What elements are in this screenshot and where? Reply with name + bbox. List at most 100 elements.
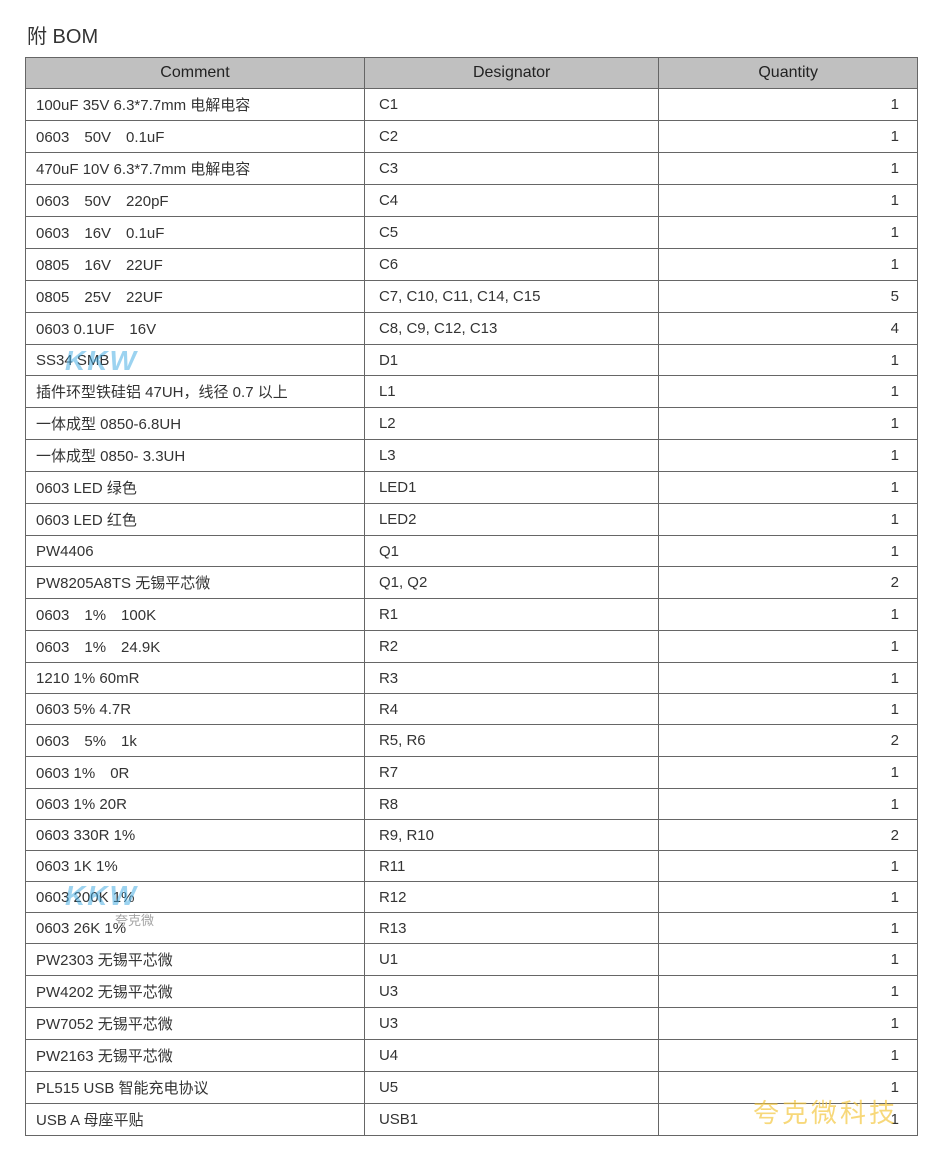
cell-quantity: 1 [659, 153, 918, 185]
cell-designator: L1 [364, 376, 658, 408]
cell-designator: C4 [364, 185, 658, 217]
table-row: 0805 16V 22UFC61 [26, 249, 918, 281]
cell-quantity: 1 [659, 944, 918, 976]
cell-quantity: 1 [659, 1104, 918, 1136]
cell-comment: PW8205A8TS 无锡平芯微 [26, 567, 365, 599]
cell-quantity: 2 [659, 725, 918, 757]
cell-designator: R3 [364, 663, 658, 694]
table-row: 0603 16V 0.1uFC51 [26, 217, 918, 249]
cell-quantity: 1 [659, 663, 918, 694]
cell-quantity: 1 [659, 599, 918, 631]
table-row: PW4406Q11 [26, 536, 918, 567]
cell-designator: C6 [364, 249, 658, 281]
table-row: 一体成型 0850- 3.3UHL31 [26, 440, 918, 472]
table-body: 100uF 35V 6.3*7.7mm 电解电容C110603 50V 0.1u… [26, 89, 918, 1136]
table-row: 插件环型铁硅铝 47UH，线径 0.7 以上L11 [26, 376, 918, 408]
cell-designator: U3 [364, 976, 658, 1008]
table-row: 0603 1% 20RR81 [26, 789, 918, 820]
cell-designator: R8 [364, 789, 658, 820]
cell-comment: 0603 1% 20R [26, 789, 365, 820]
cell-comment: 0603 16V 0.1uF [26, 217, 365, 249]
table-row: PW2303 无锡平芯微U11 [26, 944, 918, 976]
table-row: PW8205A8TS 无锡平芯微Q1, Q22 [26, 567, 918, 599]
table-row: 0603 50V 0.1uFC21 [26, 121, 918, 153]
cell-designator: Q1, Q2 [364, 567, 658, 599]
header-quantity: Quantity [659, 58, 918, 89]
table-row: 0603 5% 4.7RR41 [26, 694, 918, 725]
table-row: PW7052 无锡平芯微U31 [26, 1008, 918, 1040]
cell-designator: C7, C10, C11, C14, C15 [364, 281, 658, 313]
cell-comment: PW7052 无锡平芯微 [26, 1008, 365, 1040]
cell-designator: USB1 [364, 1104, 658, 1136]
table-row: 100uF 35V 6.3*7.7mm 电解电容C11 [26, 89, 918, 121]
cell-designator: R9, R10 [364, 820, 658, 851]
table-row: 0603 LED 红色LED21 [26, 504, 918, 536]
cell-quantity: 1 [659, 694, 918, 725]
cell-quantity: 1 [659, 472, 918, 504]
cell-quantity: 1 [659, 217, 918, 249]
table-row: 0603 0.1UF 16VC8, C9, C12, C134 [26, 313, 918, 345]
table-row: 0603 1% 24.9KR21 [26, 631, 918, 663]
cell-quantity: 2 [659, 567, 918, 599]
table-row: 0603 1K 1%R111 [26, 851, 918, 882]
cell-comment: USB A 母座平贴 [26, 1104, 365, 1136]
cell-comment: 0805 25V 22UF [26, 281, 365, 313]
cell-quantity: 1 [659, 376, 918, 408]
cell-designator: C5 [364, 217, 658, 249]
cell-comment: 0603 200K 1% [26, 882, 365, 913]
cell-designator: R11 [364, 851, 658, 882]
table-row: 1210 1% 60mRR31 [26, 663, 918, 694]
table-row: 0603 1% 100KR11 [26, 599, 918, 631]
table-row: 0603 5% 1kR5, R62 [26, 725, 918, 757]
cell-comment: PL515 USB 智能充电协议 [26, 1072, 365, 1104]
cell-designator: U1 [364, 944, 658, 976]
cell-designator: U5 [364, 1072, 658, 1104]
table-row: 0603 50V 220pFC41 [26, 185, 918, 217]
cell-designator: C8, C9, C12, C13 [364, 313, 658, 345]
bom-table: Comment Designator Quantity 100uF 35V 6.… [25, 57, 918, 1136]
cell-quantity: 1 [659, 882, 918, 913]
cell-comment: 470uF 10V 6.3*7.7mm 电解电容 [26, 153, 365, 185]
table-row: PW2163 无锡平芯微U41 [26, 1040, 918, 1072]
cell-designator: Q1 [364, 536, 658, 567]
table-row: 0603 26K 1%R131 [26, 913, 918, 944]
cell-quantity: 1 [659, 536, 918, 567]
cell-quantity: 1 [659, 408, 918, 440]
cell-comment: PW4406 [26, 536, 365, 567]
cell-quantity: 1 [659, 89, 918, 121]
cell-designator: L3 [364, 440, 658, 472]
cell-quantity: 1 [659, 851, 918, 882]
cell-quantity: 1 [659, 789, 918, 820]
cell-comment: 一体成型 0850- 3.3UH [26, 440, 365, 472]
cell-designator: R2 [364, 631, 658, 663]
cell-designator: R7 [364, 757, 658, 789]
cell-comment: 0603 1% 0R [26, 757, 365, 789]
cell-designator: R5, R6 [364, 725, 658, 757]
cell-designator: R1 [364, 599, 658, 631]
table-row: 470uF 10V 6.3*7.7mm 电解电容C31 [26, 153, 918, 185]
cell-quantity: 1 [659, 913, 918, 944]
cell-designator: C3 [364, 153, 658, 185]
page-title: 附 BOM [25, 20, 918, 49]
cell-comment: 1210 1% 60mR [26, 663, 365, 694]
cell-comment: 0603 0.1UF 16V [26, 313, 365, 345]
cell-quantity: 2 [659, 820, 918, 851]
cell-quantity: 1 [659, 440, 918, 472]
cell-quantity: 1 [659, 1008, 918, 1040]
header-comment: Comment [26, 58, 365, 89]
cell-designator: R12 [364, 882, 658, 913]
cell-comment: 0603 1K 1% [26, 851, 365, 882]
cell-comment: 0603 26K 1% [26, 913, 365, 944]
table-row: USB A 母座平贴USB11 [26, 1104, 918, 1136]
table-row: PL515 USB 智能充电协议U51 [26, 1072, 918, 1104]
cell-comment: PW4202 无锡平芯微 [26, 976, 365, 1008]
cell-comment: 0603 330R 1% [26, 820, 365, 851]
cell-quantity: 1 [659, 757, 918, 789]
table-row: 0603 330R 1%R9, R102 [26, 820, 918, 851]
cell-quantity: 1 [659, 121, 918, 153]
cell-quantity: 1 [659, 631, 918, 663]
cell-comment: 0603 LED 红色 [26, 504, 365, 536]
table-row: PW4202 无锡平芯微U31 [26, 976, 918, 1008]
table-row: 0603 LED 绿色LED11 [26, 472, 918, 504]
cell-designator: R13 [364, 913, 658, 944]
